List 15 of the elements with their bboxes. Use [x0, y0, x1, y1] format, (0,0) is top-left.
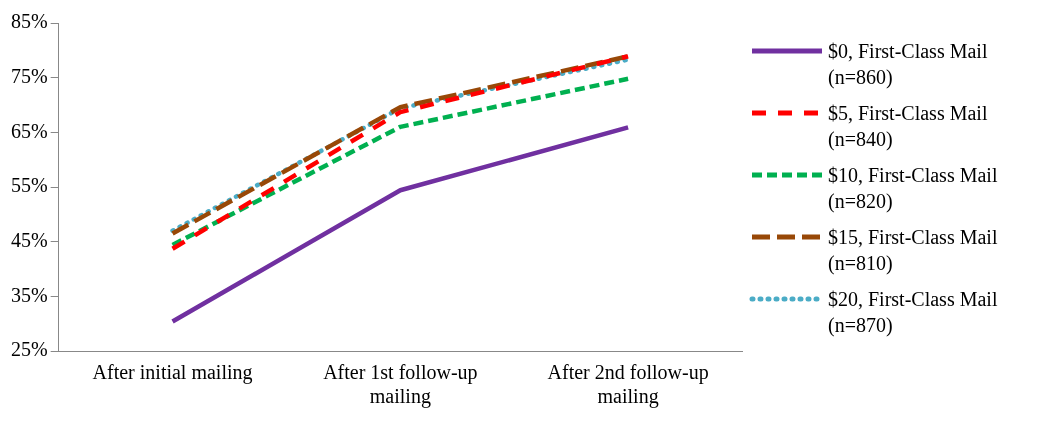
x-tick-label: After 2nd follow-up mailing — [547, 361, 709, 409]
y-tick-label: 65% — [10, 119, 48, 142]
y-tick-label: 55% — [10, 174, 48, 197]
legend-label: $15, First-Class Mail (n=810) — [828, 225, 999, 276]
legend-label: $5, First-Class Mail (n=840) — [828, 101, 989, 152]
legend-label: $0, First-Class Mail (n=860) — [828, 39, 989, 90]
y-tick-label: 45% — [10, 228, 48, 251]
legend-label: $20, First-Class Mail (n=870) — [828, 287, 999, 338]
y-tick-label: 75% — [10, 64, 48, 87]
y-tick-label: 35% — [10, 283, 48, 306]
x-tick-label: After 1st follow-up mailing — [323, 361, 478, 409]
y-tick-label: 25% — [10, 338, 48, 361]
x-tick-label: After initial mailing — [92, 361, 253, 385]
y-tick-label: 85% — [10, 10, 48, 33]
legend-label: $10, First-Class Mail (n=820) — [828, 163, 999, 214]
